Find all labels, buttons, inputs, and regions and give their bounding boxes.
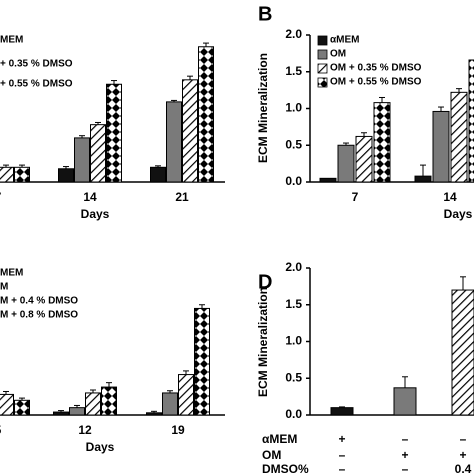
bar [373,102,391,183]
row-cell: 0.4 [455,462,472,474]
legend-label: + 0.55 % DMSO [0,79,73,90]
row-cell: – [339,448,346,462]
y-tick-label: 0.0 [285,407,302,421]
bar [414,175,432,183]
bar [90,124,106,183]
bar [319,177,337,183]
legend-label: MEM [0,268,23,279]
row-label: DMSO% [262,462,309,474]
x-tick-label: 19 [171,423,185,437]
x-tick-label: 7 [352,190,359,204]
panel-label: D [258,271,272,293]
row-label: αMEM [262,432,297,446]
legend-swatch [317,35,328,46]
bar [85,392,101,416]
bar [74,137,90,183]
row-cell: – [402,432,409,446]
bar [182,79,198,183]
bar [0,166,14,183]
x-tick-label: 7 [0,190,2,204]
bar [468,59,474,183]
bar [150,166,166,183]
legend-label: M + 0.4 % DMSO [0,296,78,307]
bar [432,110,450,183]
y-tick-label: 1.0 [285,101,302,115]
y-tick-label: 0.0 [285,174,302,188]
legend-label: M + 0.8 % DMSO [0,310,78,321]
y-tick-label: 1.5 [285,297,302,311]
bar [14,166,30,183]
legend-label: OM [330,49,346,60]
x-axis-label: Days [444,207,473,221]
y-tick-label: 1.5 [285,64,302,78]
row-cell: + [338,432,345,446]
y-tick-label: 2.0 [285,260,302,274]
x-tick-label: 14 [83,190,97,204]
y-axis-label: ECM Mineralization [256,287,270,397]
bar [58,168,74,183]
bar [101,386,117,416]
y-tick-label: 0.5 [285,137,302,151]
row-cell: – [460,432,467,446]
x-tick-label: 12 [78,423,92,437]
y-axis-label: ECM Mineralization [256,53,270,163]
bar [330,407,354,416]
y-tick-label: 2.0 [285,27,302,41]
x-axis-label: Days [86,440,115,454]
row-label: OM [262,448,281,462]
bar [355,135,373,183]
bar [198,46,214,183]
legend-swatch [317,49,328,60]
panel-label: B [258,3,272,25]
bar [0,393,14,416]
legend-swatch [317,77,328,88]
row-cell: – [402,462,409,474]
legend-swatch [317,63,328,74]
bar [14,399,30,416]
legend-label: + 0.35 % DMSO [0,59,73,70]
bar [162,392,178,416]
legend-label: MEM [0,35,23,46]
legend-label: OM + 0.55 % DMSO [330,77,422,88]
row-cell: – [339,462,346,474]
y-tick-label: 0.5 [285,370,302,384]
row-cell: + [401,448,408,462]
x-tick-label: 5 [0,423,2,437]
legend-label: OM + 0.35 % DMSO [330,63,422,74]
bar [106,83,122,183]
x-tick-label: 14 [443,190,457,204]
bar [178,374,194,416]
bar [194,307,210,416]
bar [393,387,417,416]
bar [450,91,468,183]
x-axis-label: Days [81,207,110,221]
legend-label: M [0,282,8,293]
bar [146,412,162,416]
bar [69,407,85,416]
row-cell: + [459,448,466,462]
x-tick-label: 21 [175,190,189,204]
y-tick-label: 1.0 [285,334,302,348]
legend-label: αMEM [330,35,359,46]
bar [451,289,474,416]
bar [166,101,182,183]
bar [337,144,355,183]
bar [53,411,69,416]
